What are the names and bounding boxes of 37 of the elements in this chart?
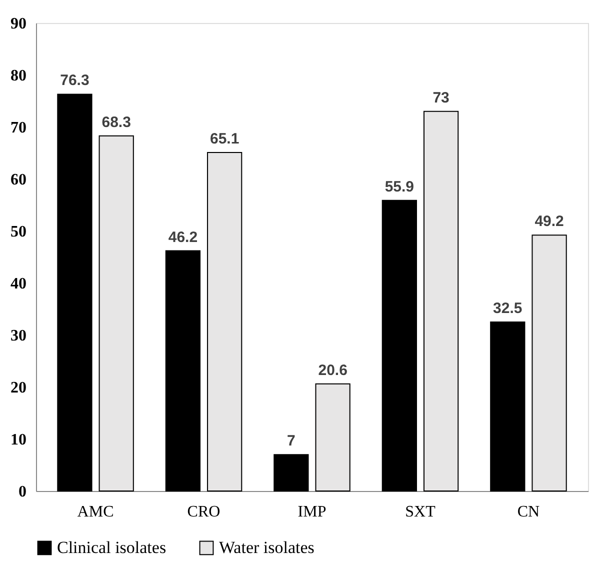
x-tick-label: CRO xyxy=(187,504,220,520)
bar xyxy=(57,94,92,492)
x-tick-label: CN xyxy=(517,504,540,520)
data-label: 20.6 xyxy=(318,362,348,379)
y-tick-label: 60 xyxy=(10,172,26,188)
bar xyxy=(274,454,309,492)
bar xyxy=(423,110,459,492)
bar xyxy=(98,135,134,492)
data-label: 49.2 xyxy=(534,213,564,230)
bar xyxy=(315,383,350,492)
bar xyxy=(207,152,242,492)
bar xyxy=(165,250,201,492)
x-tick-label: IMP xyxy=(298,504,326,520)
data-label: 46.2 xyxy=(168,228,198,246)
data-label: 68.3 xyxy=(102,114,131,131)
bar xyxy=(382,200,417,492)
legend-label: Clinical isolates xyxy=(57,538,166,557)
y-tick-label: 30 xyxy=(10,328,26,344)
y-tick-label: 50 xyxy=(10,224,26,240)
data-label: 32.5 xyxy=(493,300,522,317)
y-tick-label: 90 xyxy=(10,16,26,32)
y-tick-label: 40 xyxy=(10,276,26,292)
x-tick-label: SXT xyxy=(405,504,436,520)
data-label: 7 xyxy=(287,432,296,450)
bar xyxy=(490,322,526,492)
data-label: 73 xyxy=(432,89,450,106)
y-tick-label: 0 xyxy=(18,484,26,500)
data-label: 76.3 xyxy=(60,72,90,90)
legend-label: Water isolates xyxy=(219,538,314,557)
bar xyxy=(532,234,567,492)
y-tick-label: 20 xyxy=(10,380,26,396)
x-tick-label: AMC xyxy=(77,504,114,520)
data-label: 55.9 xyxy=(384,178,414,196)
y-tick-label: 70 xyxy=(10,120,26,136)
data-label: 65.1 xyxy=(210,130,240,148)
y-tick-label: 80 xyxy=(10,68,26,84)
y-tick-label: 10 xyxy=(10,432,26,448)
